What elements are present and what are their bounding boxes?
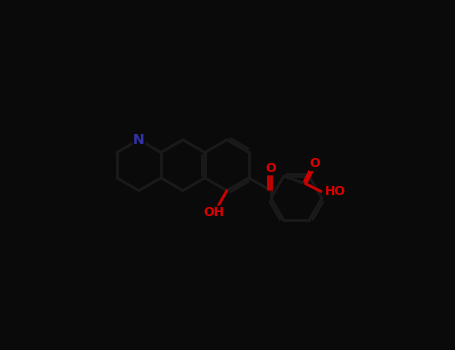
Text: N: N [133, 133, 145, 147]
Text: HO: HO [325, 185, 346, 198]
Text: O: O [310, 158, 320, 170]
Text: O: O [266, 162, 276, 175]
Text: OH: OH [204, 206, 225, 219]
